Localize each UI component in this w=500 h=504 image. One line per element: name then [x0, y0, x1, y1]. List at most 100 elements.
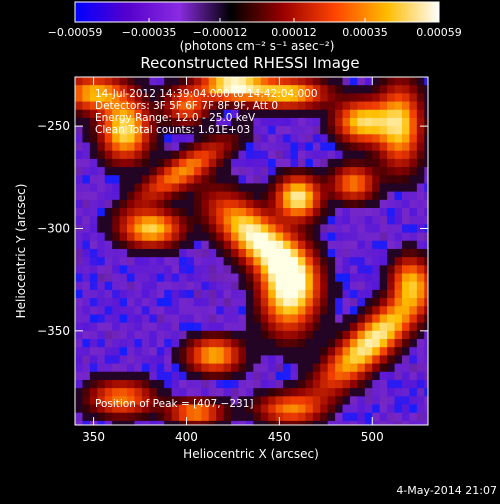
heatmap-cell	[231, 396, 240, 406]
heatmap-cell	[119, 404, 128, 414]
heatmap-cell	[201, 224, 210, 234]
heatmap-cell	[134, 248, 143, 258]
heatmap-cell	[364, 248, 373, 258]
heatmap-cell	[327, 265, 336, 275]
heatmap-cell	[104, 126, 113, 135]
heatmap-cell	[89, 240, 98, 250]
heatmap-cell	[245, 232, 254, 242]
heatmap-cell	[357, 257, 366, 266]
heatmap-cell	[335, 191, 344, 201]
heatmap-cell	[357, 158, 366, 168]
heatmap-cell	[149, 93, 158, 103]
heatmap-cell	[97, 330, 106, 340]
heatmap-cell	[171, 322, 180, 332]
heatmap-cell	[290, 240, 299, 250]
heatmap-cell	[357, 101, 366, 111]
heatmap-cell	[335, 371, 344, 381]
heatmap-cell	[179, 273, 188, 283]
heatmap-cell	[89, 355, 98, 365]
heatmap-cell	[82, 199, 91, 209]
heatmap-cell	[112, 134, 121, 144]
heatmap-cell	[171, 347, 180, 356]
heatmap-cell	[253, 355, 262, 365]
heatmap-cell	[208, 208, 217, 217]
heatmap-cell	[409, 248, 418, 258]
heatmap-cell	[238, 101, 247, 111]
heatmap-cell	[416, 216, 425, 225]
heatmap-cell	[149, 117, 158, 127]
heatmap-cell	[193, 109, 202, 119]
heatmap-cell	[171, 142, 180, 152]
heatmap-cell	[416, 134, 425, 144]
heatmap-cell	[97, 281, 106, 291]
heatmap-cell	[297, 216, 306, 225]
heatmap-cell	[305, 412, 314, 422]
heatmap-cell	[372, 191, 381, 201]
heatmap-cell	[164, 322, 173, 332]
heatmap-cell	[260, 379, 269, 389]
heatmap-cell	[141, 240, 150, 250]
heatmap-cell	[312, 248, 321, 258]
heatmap-cell	[297, 232, 306, 242]
heatmap-cell	[186, 363, 195, 373]
heatmap-cell	[327, 224, 336, 234]
heatmap-cell	[141, 85, 150, 94]
heatmap-cell	[297, 167, 306, 176]
heatmap-cell	[245, 191, 254, 201]
heatmap-cell	[253, 248, 262, 258]
heatmap-cell	[245, 240, 254, 250]
heatmap-cell	[141, 281, 150, 291]
heatmap-cell	[409, 109, 418, 119]
heatmap-cell	[283, 232, 292, 242]
heatmap-cell	[216, 142, 225, 152]
heatmap-cell	[335, 420, 344, 425]
heatmap-cell	[186, 265, 195, 275]
heatmap-cell	[156, 93, 165, 103]
heatmap-cell	[342, 257, 351, 266]
heatmap-cell	[119, 420, 128, 425]
heatmap-cell	[401, 306, 411, 316]
heatmap-cell	[245, 273, 254, 283]
heatmap-cell	[97, 248, 106, 258]
heatmap-cell	[201, 420, 210, 425]
heatmap-cell	[312, 191, 321, 201]
heatmap-cell	[216, 150, 225, 160]
heatmap-cell	[141, 388, 150, 397]
heatmap-cell	[127, 289, 136, 299]
heatmap-cell	[253, 273, 262, 283]
heatmap-cell	[193, 289, 202, 299]
heatmap-cell	[97, 224, 106, 234]
heatmap-cell	[364, 355, 373, 365]
heatmap-cell	[387, 281, 396, 291]
heatmap-cell	[364, 298, 373, 307]
heatmap-cell	[238, 240, 247, 250]
heatmap-cell	[283, 257, 292, 266]
heatmap-cell	[97, 85, 106, 94]
heatmap-cell	[82, 142, 91, 152]
heatmap-cell	[357, 248, 366, 258]
heatmap-cell	[201, 404, 210, 414]
heatmap-cell	[424, 339, 428, 348]
heatmap-cell	[305, 322, 314, 332]
heatmap-cell	[260, 208, 269, 217]
heatmap-cell	[238, 265, 247, 275]
heatmap-cell	[372, 412, 381, 422]
heatmap-cell	[245, 330, 254, 340]
heatmap-cell	[208, 265, 217, 275]
heatmap-cell	[394, 371, 403, 381]
heatmap-cell	[253, 339, 262, 348]
heatmap-cell	[401, 240, 411, 250]
heatmap-cell	[357, 240, 366, 250]
heatmap-cell	[379, 314, 388, 324]
heatmap-cell	[290, 339, 299, 348]
heatmap-cell	[149, 142, 158, 152]
heatmap-cell	[208, 224, 217, 234]
heatmap-cell	[164, 347, 173, 356]
heatmap-cell	[401, 117, 411, 127]
heatmap-cell	[245, 396, 254, 406]
heatmap-cell	[342, 248, 351, 258]
heatmap-cell	[75, 117, 84, 127]
heatmap-cell	[424, 232, 428, 242]
heatmap-cell	[275, 158, 284, 168]
heatmap-cell	[127, 85, 136, 94]
